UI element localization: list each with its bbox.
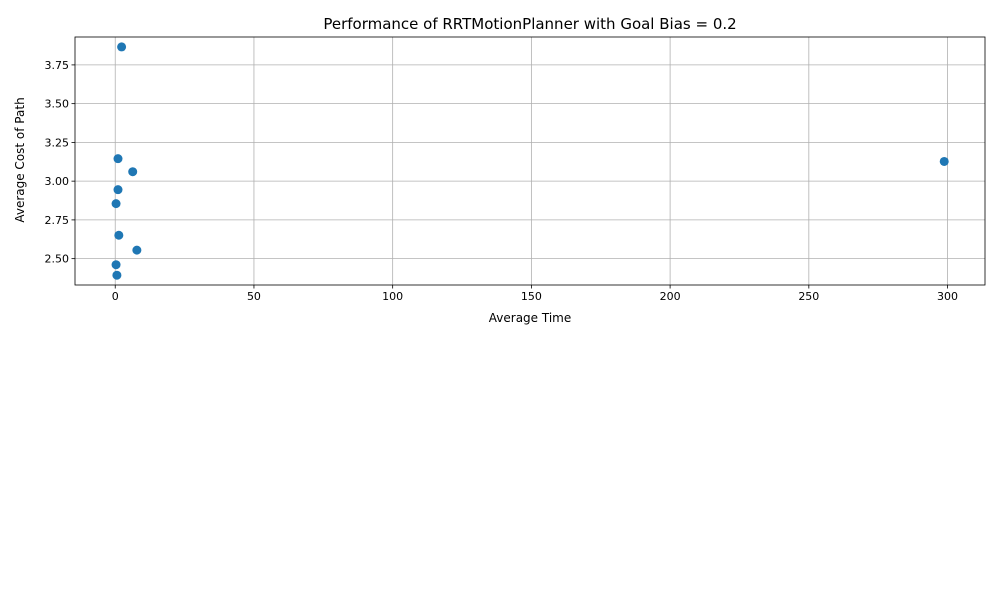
data-point: [113, 185, 123, 195]
plot-frame: [74, 36, 986, 286]
grid-layer: [75, 37, 985, 285]
y-tick-label: 3.50: [45, 98, 70, 111]
x-tick-label: 0: [112, 290, 119, 303]
y-tick-label: 3.75: [45, 59, 70, 72]
data-point: [113, 154, 123, 164]
data-point: [132, 245, 142, 255]
data-point: [111, 260, 121, 270]
x-tick-label: 100: [382, 290, 403, 303]
x-tick-label: 50: [247, 290, 261, 303]
ticks-layer: 0 50 100 150 200 250 300 2.50 2.75 3.00 3.25 3.50 3.…: [45, 59, 959, 303]
y-tick-label: 2.50: [45, 253, 70, 266]
x-tick-label: 200: [660, 290, 681, 303]
data-point: [114, 230, 124, 240]
chart-title: Performance of RRTMotionPlanner with Goa…: [323, 15, 736, 33]
data-point: [117, 42, 127, 52]
points-layer: [111, 42, 949, 280]
data-point: [112, 270, 122, 280]
y-tick-label: 3.25: [45, 136, 70, 149]
y-axis-title: Average Cost of Path: [13, 97, 27, 222]
x-axis-title: Average Time: [489, 311, 571, 325]
data-point: [128, 167, 138, 177]
x-tick-label: 150: [521, 290, 542, 303]
y-tick-label: 2.75: [45, 214, 70, 227]
y-tick-label: 3.00: [45, 175, 70, 188]
data-point: [939, 156, 949, 166]
x-tick-label: 250: [798, 290, 819, 303]
data-point: [111, 199, 121, 209]
x-tick-label: 300: [937, 290, 958, 303]
